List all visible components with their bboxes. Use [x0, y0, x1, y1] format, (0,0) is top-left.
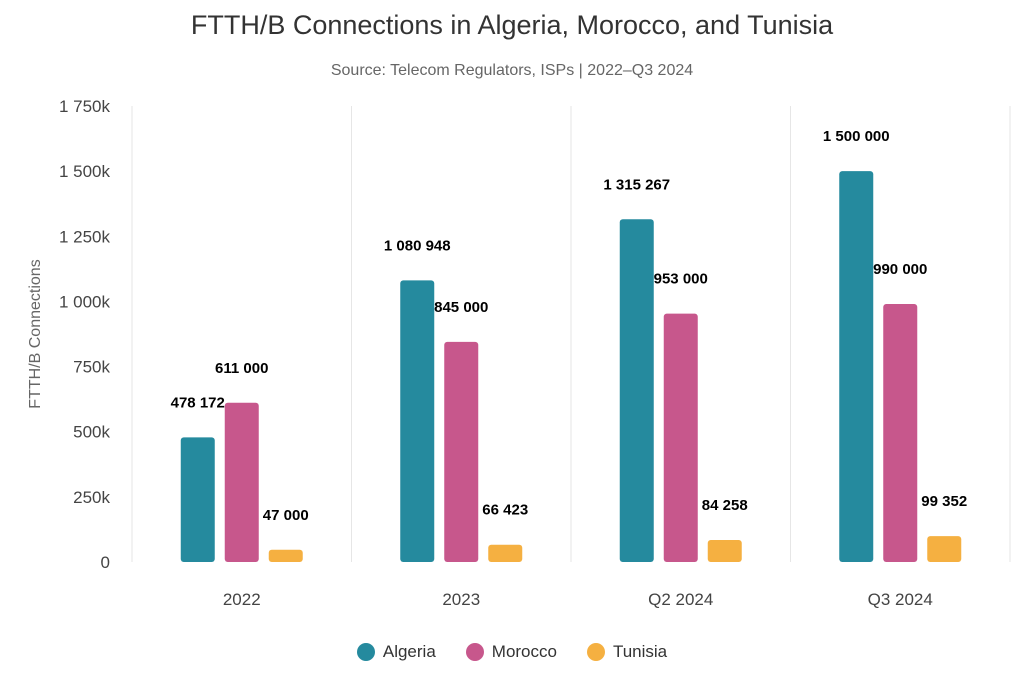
bar-morocco: [883, 304, 918, 562]
y-tick-label: 0: [101, 553, 110, 572]
y-tick-label: 1 000k: [59, 292, 111, 311]
bar-tunisia: [488, 544, 523, 562]
data-label: 84 258: [702, 497, 748, 514]
data-label: 1 080 948: [384, 237, 451, 254]
y-tick-label: 500k: [73, 423, 110, 442]
chart-title: FTTH/B Connections in Algeria, Morocco, …: [190, 10, 834, 40]
legend-label: Morocco: [491, 642, 557, 661]
bar-tunisia: [707, 540, 742, 562]
x-tick-label: 2022: [223, 590, 261, 609]
data-label: 66 423: [482, 502, 528, 519]
x-tick-label: Q3 2024: [868, 590, 933, 609]
data-label: 611 000: [215, 360, 268, 377]
legend-swatch: [356, 643, 375, 661]
bar-tunisia: [268, 549, 303, 562]
legend-swatch: [586, 643, 605, 661]
bar-algeria: [619, 219, 654, 562]
x-tick-label: Q2 2024: [648, 590, 713, 609]
data-label: 47 000: [263, 507, 309, 524]
legend-item-algeria[interactable]: Algeria: [356, 642, 436, 662]
data-label: 1 315 267: [603, 176, 670, 193]
chart-legend: Algeria Morocco Tunisia: [0, 642, 1024, 662]
bar-tunisia: [927, 536, 962, 562]
legend-label: Algeria: [382, 642, 436, 661]
bar-morocco: [224, 402, 259, 562]
bar-morocco: [663, 313, 698, 562]
legend-item-morocco[interactable]: Morocco: [465, 642, 557, 662]
y-tick-label: 1 500k: [59, 162, 111, 181]
y-axis-title: FTTH/B Connections: [27, 259, 44, 408]
data-label: 953 000: [654, 271, 708, 288]
data-label: 1 500 000: [823, 128, 890, 145]
bar-algeria: [400, 280, 435, 562]
bar-chart: FTTH/B Connections 0 250k 500k 750k 1 000k 1 2…: [27, 97, 1011, 609]
data-label: 990 000: [873, 261, 927, 278]
x-tick-label: 2023: [442, 590, 480, 609]
data-label: 99 352: [921, 493, 967, 510]
data-label: 845 000: [434, 299, 488, 316]
legend-label: Tunisia: [612, 642, 668, 661]
y-tick-label: 1 750k: [59, 97, 111, 116]
bar-algeria: [839, 171, 874, 562]
bar-algeria: [180, 437, 215, 562]
y-tick-label: 1 250k: [59, 227, 111, 246]
bar-morocco: [444, 341, 479, 562]
y-tick-label: 750k: [73, 358, 110, 377]
chart-subtitle: Source: Telecom Regulators, ISPs | 2022–…: [330, 62, 694, 79]
legend-item-tunisia[interactable]: Tunisia: [586, 642, 668, 662]
data-label: 478 172: [171, 394, 225, 411]
y-tick-label: 250k: [73, 488, 110, 507]
legend-swatch: [465, 643, 484, 661]
